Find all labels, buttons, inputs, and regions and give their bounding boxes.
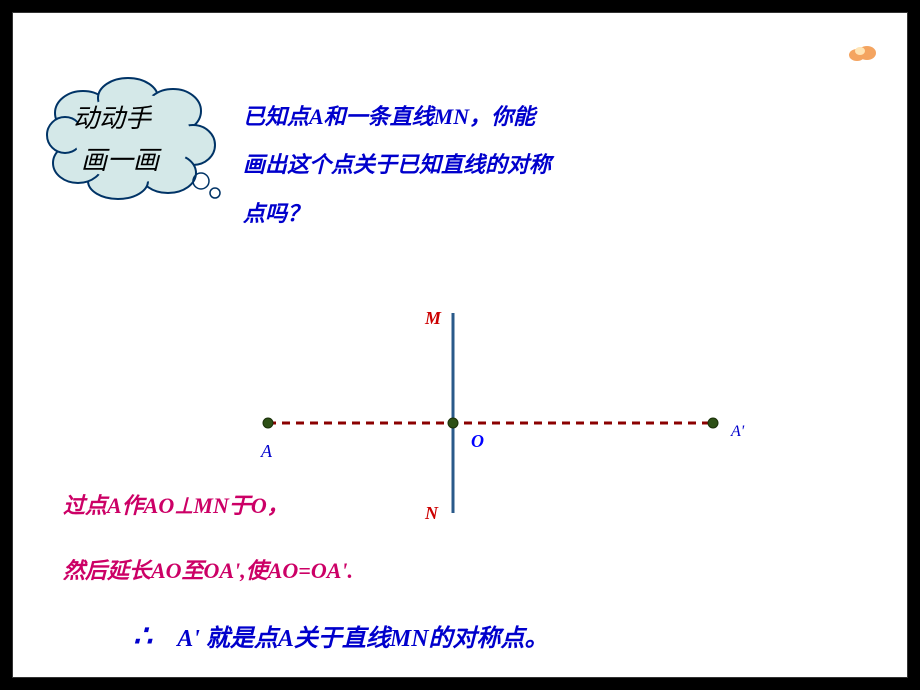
question-line1: 已知点A和一条直线MN，你能 [243, 93, 551, 141]
point-a-prime [708, 418, 718, 428]
conclusion-body: A' 就是点A关于直线MN的对称点。 [177, 626, 548, 652]
cloud-line2: 画一画 [81, 140, 159, 182]
question-line3: 点吗？ [243, 190, 551, 238]
step1-text: 过点A作AO⊥MN于O， [63, 488, 289, 520]
label-a: A [261, 441, 272, 462]
point-a [263, 418, 273, 428]
step2-text: 然后延长AO至OA',使AO=OA'. [63, 553, 353, 585]
geometry-diagram: M N A O A' [213, 303, 773, 523]
therefore-symbol: ∴ [133, 620, 152, 653]
cloud-text: 动动手 画一画 [73, 98, 159, 181]
label-a-prime: A' [731, 423, 744, 441]
point-o [448, 418, 458, 428]
cloud-callout: 动动手 画一画 [43, 73, 223, 203]
slide-container: 动动手 画一画 已知点A和一条直线MN，你能 画出这个点关于已知直线的对称 点吗… [12, 12, 908, 678]
label-n: N [425, 503, 438, 524]
label-o: O [471, 431, 484, 452]
label-m: M [425, 308, 441, 329]
question-text: 已知点A和一条直线MN，你能 画出这个点关于已知直线的对称 点吗？ [243, 93, 551, 238]
cloud-line1: 动动手 [73, 98, 159, 140]
question-line2: 画出这个点关于已知直线的对称 [243, 141, 551, 189]
conclusion-text: ∴ A' 就是点A关于直线MN的对称点。 [133, 618, 549, 654]
corner-decoration-icon [847, 43, 877, 61]
diagram-svg [213, 303, 773, 523]
